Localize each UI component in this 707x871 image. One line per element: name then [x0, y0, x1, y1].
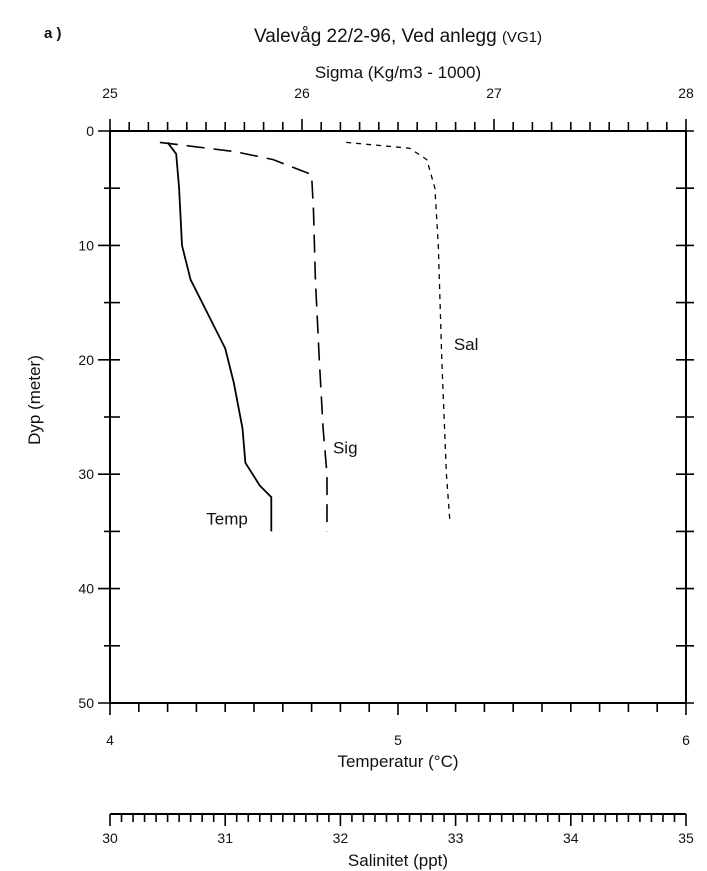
series-lines — [159, 141, 451, 532]
series-label-sig: Sig — [333, 438, 358, 457]
depth-tick-label: 40 — [78, 581, 94, 597]
series-labels: Temp Sig Sal — [206, 335, 478, 528]
sigma-tick-label: 27 — [486, 85, 502, 101]
temperature-tick-label: 4 — [106, 732, 114, 748]
salinity-tick-label: 34 — [563, 830, 579, 846]
depth-tick-label: 10 — [78, 237, 94, 253]
chart-title-station: (VG1) — [502, 29, 542, 46]
chart-title: Valevåg 22/2-96, Ved anlegg (VG1) — [254, 26, 542, 47]
depth-tick-label: 50 — [78, 695, 94, 711]
series-label-sal: Sal — [454, 335, 479, 354]
depth-tick-label: 30 — [78, 466, 94, 482]
salinity-tick-label: 32 — [333, 830, 349, 846]
sigma-tick-label: 25 — [102, 85, 118, 101]
sigma-axis-label: Sigma (Kg/m3 - 1000) — [315, 63, 481, 82]
temperature-tick-label: 5 — [394, 732, 402, 748]
sigma-tick-label: 26 — [294, 85, 310, 101]
series-line-sal — [346, 141, 451, 521]
series-line-sig — [159, 141, 328, 532]
series-line-temp — [166, 141, 273, 532]
salinity-axis-label: Salinitet (ppt) — [348, 851, 448, 870]
panel-label: a ) — [44, 25, 62, 42]
depth-tick-label: 0 — [86, 123, 94, 139]
salinity-tick-label: 33 — [448, 830, 464, 846]
salinity-tick-label: 31 — [217, 830, 233, 846]
tick-labels: 25 26 27 28 4 5 6 30 31 32 33 34 35 0 10 20 30 40 50 — [78, 85, 694, 846]
temperature-tick-label: 6 — [682, 732, 690, 748]
salinity-tick-label: 30 — [102, 830, 118, 846]
series-label-temp: Temp — [206, 509, 248, 528]
temperature-axis-label: Temperatur (°C) — [337, 752, 458, 771]
plot-frame — [109, 130, 687, 704]
chart-title-main: Valevåg 22/2-96, Ved anlegg — [254, 26, 502, 47]
salinity-tick-label: 35 — [678, 830, 694, 846]
y-axis-label: Dyp (meter) — [25, 355, 44, 445]
sigma-tick-label: 28 — [678, 85, 694, 101]
ticks — [98, 119, 694, 826]
depth-tick-label: 20 — [78, 352, 94, 368]
